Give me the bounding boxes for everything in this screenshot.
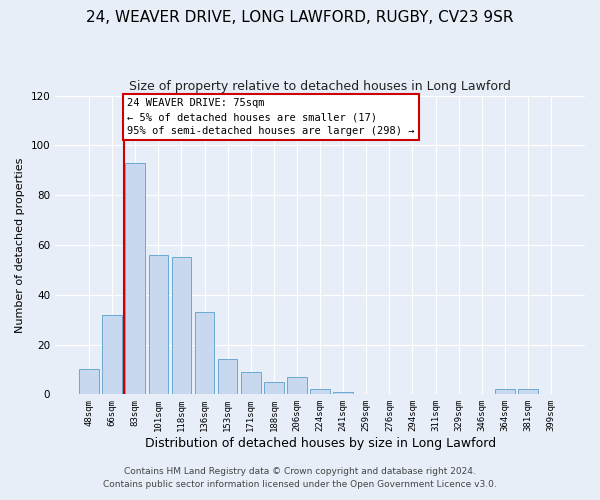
Text: 24 WEAVER DRIVE: 75sqm
← 5% of detached houses are smaller (17)
95% of semi-deta: 24 WEAVER DRIVE: 75sqm ← 5% of detached … (127, 98, 415, 136)
Bar (103, 314, 122, 394)
Y-axis label: Number of detached properties: Number of detached properties (15, 158, 25, 332)
Bar (241, 372, 260, 394)
X-axis label: Distribution of detached houses by size in Long Lawford: Distribution of detached houses by size … (145, 437, 496, 450)
Bar (172, 258, 191, 394)
Bar (79, 370, 99, 394)
Title: Size of property relative to detached houses in Long Lawford: Size of property relative to detached ho… (129, 80, 511, 93)
Bar (310, 390, 330, 394)
Bar (334, 392, 353, 394)
Bar (264, 382, 284, 394)
Text: 24, WEAVER DRIVE, LONG LAWFORD, RUGBY, CV23 9SR: 24, WEAVER DRIVE, LONG LAWFORD, RUGBY, C… (86, 10, 514, 25)
Bar (125, 163, 145, 394)
Bar (287, 377, 307, 394)
Bar (195, 312, 214, 394)
Bar (495, 390, 515, 394)
Text: Contains HM Land Registry data © Crown copyright and database right 2024.
Contai: Contains HM Land Registry data © Crown c… (103, 468, 497, 489)
Bar (149, 255, 168, 394)
Bar (218, 360, 238, 394)
Bar (518, 390, 538, 394)
